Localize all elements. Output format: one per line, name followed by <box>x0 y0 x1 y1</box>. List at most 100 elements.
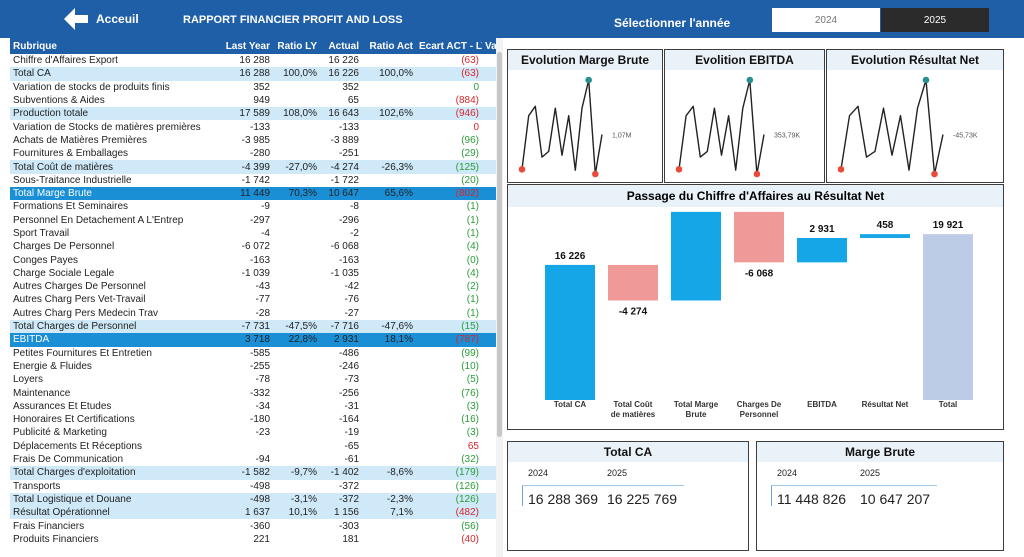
cell-actual: -1 035 <box>330 267 359 279</box>
table-row[interactable]: Energie & Fluides -255 -246 (10) <box>10 360 496 373</box>
cell-last-year: -585 <box>249 347 270 359</box>
cell-ecart: (76) <box>461 387 479 399</box>
cell-ecart: (1) <box>466 214 479 226</box>
table-row[interactable]: Formations Et Seminaires -9 -8 (1) <box>10 200 496 213</box>
col-header-ratio-ly[interactable]: Ratio LY <box>277 40 317 52</box>
cell-va <box>482 240 496 253</box>
cell-rubrique: Formations Et Seminaires <box>13 201 129 213</box>
cell-ratio-ly: 10,1% <box>273 506 320 520</box>
table-row[interactable]: Frais De Communication -94 -61 (32) <box>10 453 496 466</box>
cell-last-year: -133 <box>249 121 270 133</box>
cell-actual: -163 <box>338 254 359 266</box>
table-row[interactable]: Sous-Traitance Industrielle -1 742 -1 722 (… <box>10 174 496 187</box>
col-header-va[interactable]: Va <box>485 40 496 52</box>
sparkline-max-point <box>746 76 754 84</box>
col-header-ratio-act[interactable]: Ratio Act <box>369 40 413 52</box>
table-row[interactable]: Produits Financiers 221 181 (40) <box>10 533 496 546</box>
table-row[interactable]: Conges Payes -163 -163 (0) <box>10 253 496 266</box>
cell-ratio-act <box>362 400 416 413</box>
table-row[interactable]: Publicité & Marketing -23 -19 (3) <box>10 426 496 439</box>
table-row[interactable]: Assurances Et Etudes -34 -31 (3) <box>10 400 496 413</box>
table-row[interactable]: Total Logistique et Douane -498 -3,1% -372-… <box>10 492 496 507</box>
waterfall-data-label: -6 068 <box>745 268 774 279</box>
cell-last-year: -163 <box>249 254 270 266</box>
table-row[interactable]: EBITDA 3 718 22,8% 2 931 18,1% (787) <box>10 333 496 347</box>
table-row[interactable]: Petites Fournitures Et Entretien -585 -486… <box>10 347 496 360</box>
cell-last-year: -332 <box>249 387 270 399</box>
waterfall-data-label: 458 <box>877 220 894 231</box>
waterfall-bar[interactable] <box>860 234 910 238</box>
table-row[interactable]: Fournitures & Emballages -280 -251 (29) <box>10 147 496 160</box>
kpi-bar <box>771 486 772 506</box>
table-row[interactable]: Total CA 16 288 100,0% 16 226 100,0% (63) <box>10 67 496 81</box>
table-row[interactable]: Déplacements Et Réceptions -65 65 <box>10 440 496 453</box>
waterfall-category-label: EBITDA <box>807 400 837 409</box>
table-row[interactable]: Total Charges d'exploitation -1 582 -9,7% -… <box>10 466 496 480</box>
back-home-button[interactable]: Acceuil <box>62 6 139 32</box>
table-row[interactable]: Autres Charges De Personnel -43 -42 (2) <box>10 280 496 293</box>
cell-ratio-act <box>362 413 416 426</box>
col-header-rubrique[interactable]: Rubrique <box>13 40 57 52</box>
table-row[interactable]: Variation de Stocks de matières première… <box>10 120 496 133</box>
cell-actual: -8 <box>350 201 359 213</box>
cell-ratio-ly <box>273 54 320 67</box>
table-row[interactable]: Production totale 17 589 108,0% 16 643 102,6… <box>10 107 496 121</box>
waterfall-bar[interactable] <box>608 264 658 301</box>
table-row[interactable]: Sport Travail -4 -2 (1) <box>10 227 496 240</box>
col-header-actual[interactable]: Actual <box>328 40 359 52</box>
cell-rubrique: Energie & Fluides <box>13 360 92 372</box>
table-row[interactable]: Autres Charg Pers Medecin Trav -28 -27 (1) <box>10 307 496 320</box>
cell-va <box>482 293 496 306</box>
table-row[interactable]: Résultat Opérationnel 1 637 10,1% 1 156 7,1%… <box>10 506 496 520</box>
cell-rubrique: Autres Charg Pers Vet-Travail <box>13 294 146 306</box>
col-header-last-year[interactable]: Last Year <box>225 40 270 52</box>
cell-ratio-ly: 100,0% <box>273 67 320 81</box>
table-scrollbar-thumb[interactable] <box>497 52 502 437</box>
table-row[interactable]: Chiffre d'Affaires Export 16 288 16 226 (63… <box>10 54 496 67</box>
waterfall-bar[interactable] <box>671 211 721 301</box>
cell-actual: 10 647 <box>320 186 362 201</box>
waterfall-bar[interactable] <box>734 211 784 263</box>
table-row[interactable]: Maintenance -332 -256 (76) <box>10 386 496 399</box>
table-row[interactable]: Total Charges de Personnel -7 731 -47,5% -7… <box>10 319 496 334</box>
kpi-year-2: 2025 <box>860 468 881 478</box>
table-row[interactable]: Subventions & Aides 949 65 (884) <box>10 94 496 107</box>
sparkline-end-label: 1,07M <box>612 133 632 140</box>
table-scrollbar[interactable] <box>496 38 503 557</box>
sparkline-line <box>840 79 944 175</box>
cell-last-year: -23 <box>255 427 270 439</box>
year-option-2024[interactable]: 2024 <box>772 8 880 32</box>
waterfall-bar[interactable] <box>797 237 847 263</box>
cell-ratio-ly <box>273 94 320 107</box>
cell-last-year: -78 <box>255 374 270 386</box>
cell-rubrique: Frais Financiers <box>13 520 85 532</box>
cell-ecart: (63) <box>416 67 482 81</box>
cell-va <box>482 54 496 67</box>
cell-last-year: 17 589 <box>211 107 273 121</box>
cell-ecart: 0 <box>473 81 479 93</box>
col-header-ecart[interactable]: Ecart ACT - LY <box>419 40 482 52</box>
table-row[interactable]: Loyers -78 -73 (5) <box>10 373 496 386</box>
cell-last-year: -297 <box>249 214 270 226</box>
cell-last-year: -9 <box>261 201 270 213</box>
table-row[interactable]: Personnel En Detachement A L'Entrep -297 -… <box>10 214 496 227</box>
table-row[interactable]: Total Marge Brute 11 449 70,3% 10 647 65,6%(… <box>10 186 496 201</box>
table-row[interactable]: Transports -498 -372 (126) <box>10 480 496 493</box>
cell-rubrique: Autres Charges De Personnel <box>13 281 146 293</box>
year-option-2025[interactable]: 2025 <box>881 8 989 32</box>
waterfall-bar[interactable] <box>545 264 595 400</box>
table-row[interactable]: Autres Charg Pers Vet-Travail -77 -76 (1) <box>10 293 496 306</box>
table-row[interactable]: Charge Sociale Legale -1 039 -1 035 (4) <box>10 267 496 280</box>
table-row[interactable]: Achats de Matières Premières -3 985 -3 889… <box>10 134 496 147</box>
table-row[interactable]: Charges De Personnel -6 072 -6 068 (4) <box>10 240 496 253</box>
cell-rubrique: Variation de stocks de produits finis <box>13 81 170 93</box>
cell-actual: -61 <box>344 454 359 466</box>
table-row[interactable]: Total Coût de matières -4 399 -27,0% -4 274… <box>10 160 496 174</box>
table-row[interactable]: Frais Financiers -360 -303 (56) <box>10 519 496 532</box>
cell-actual: 1 156 <box>320 506 362 520</box>
cell-actual: 181 <box>342 533 359 545</box>
cell-ecart: 65 <box>467 440 479 452</box>
waterfall-bar[interactable] <box>923 234 973 400</box>
table-row[interactable]: Honoraires Et Certifications -180 -164 (16) <box>10 413 496 426</box>
table-row[interactable]: Variation de stocks de produits finis 352… <box>10 81 496 94</box>
